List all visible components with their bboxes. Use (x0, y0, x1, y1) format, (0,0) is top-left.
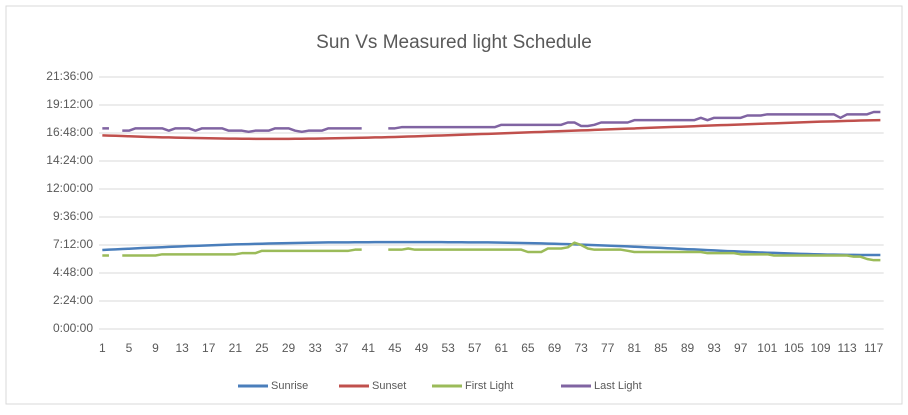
series-line (102, 240, 881, 257)
x-tick-label: 97 (734, 341, 748, 355)
x-tick-label: 45 (388, 341, 402, 355)
x-tick-label: 101 (757, 341, 777, 355)
legend-label: Sunset (372, 380, 406, 392)
legend-label: Sunrise (271, 380, 308, 392)
series-line (102, 110, 881, 134)
x-tick-label: 13 (175, 341, 189, 355)
x-tick-label: 65 (521, 341, 535, 355)
y-tick-label: 4:48:00 (53, 265, 93, 279)
x-tick-label: 33 (308, 341, 322, 355)
x-tick-label: 37 (335, 341, 349, 355)
legend-label: Last Light (594, 380, 642, 392)
x-tick-label: 81 (628, 341, 642, 355)
x-tick-label: 57 (468, 341, 482, 355)
x-tick-label: 93 (707, 341, 721, 355)
x-tick-label: 5 (126, 341, 133, 355)
x-tick-label: 17 (202, 341, 216, 355)
x-tick-label: 77 (601, 341, 615, 355)
x-tick-label: 29 (282, 341, 296, 355)
x-tick-label: 49 (415, 341, 429, 355)
x-tick-label: 1 (99, 341, 106, 355)
x-tick-label: 73 (574, 341, 588, 355)
chart-frame (5, 5, 903, 405)
x-tick-label: 21 (229, 341, 243, 355)
y-tick-label: 2:24:00 (53, 293, 93, 307)
y-tick-label: 0:00:00 (53, 321, 93, 335)
x-tick-label: 53 (441, 341, 455, 355)
x-tick-label: 41 (362, 341, 376, 355)
x-tick-label: 85 (654, 341, 668, 355)
x-tick-label: 25 (255, 341, 269, 355)
x-tick-label: 109 (811, 341, 831, 355)
y-tick-label: 12:00:00 (46, 181, 93, 195)
x-tick-label: 105 (784, 341, 804, 355)
y-tick-label: 19:12:00 (46, 97, 93, 111)
y-tick-label: 9:36:00 (53, 209, 93, 223)
y-tick-label: 7:12:00 (53, 237, 93, 251)
series-line (102, 118, 881, 141)
y-tick-label: 21:36:00 (46, 69, 93, 83)
x-tick-label: 61 (495, 341, 509, 355)
x-tick-label: 69 (548, 341, 562, 355)
y-tick-label: 14:24:00 (46, 153, 93, 167)
y-tick-label: 16:48:00 (46, 125, 93, 139)
chart-title: Sun Vs Measured light Schedule (316, 32, 592, 53)
legend-label: First Light (465, 380, 513, 392)
x-tick-label: 113 (838, 341, 857, 355)
x-tick-label: 89 (681, 341, 695, 355)
series-line (102, 241, 881, 262)
x-tick-label: 117 (864, 341, 883, 355)
x-tick-label: 9 (152, 341, 159, 355)
